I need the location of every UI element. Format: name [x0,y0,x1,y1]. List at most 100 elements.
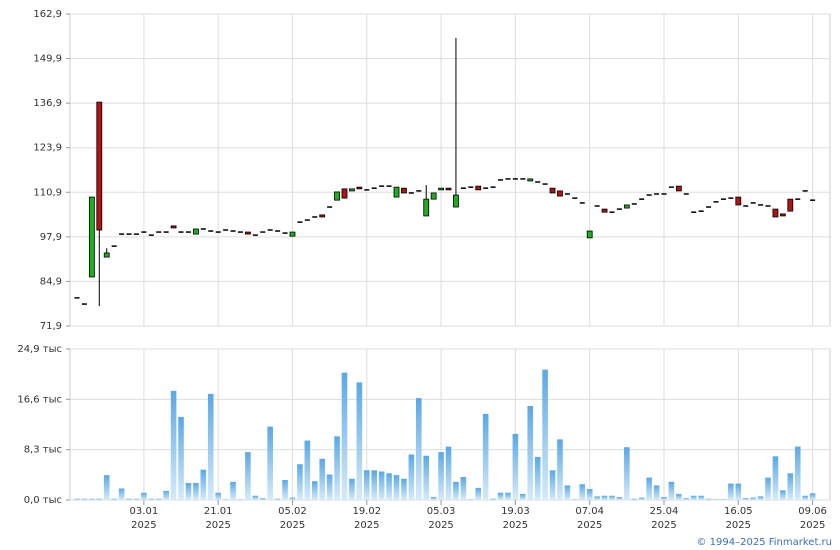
candle-body [527,178,534,182]
x-tick-label: 21.01 [204,506,233,517]
candle-body [126,233,132,235]
volume-bar [505,492,511,500]
candle-body [616,208,622,210]
candle-body [423,198,430,217]
x-tick-label: 09.06 [798,506,827,517]
candle-body [586,230,593,239]
candle-body [520,178,526,180]
candle-body [706,206,712,208]
volume-bar [497,492,504,500]
volume-bar [690,495,697,500]
candle-body [779,213,786,217]
candle-body [490,186,496,188]
candle-body [119,233,125,235]
volume-bar [378,471,385,500]
volume-bar [698,495,704,500]
volume-bar [319,458,325,500]
volume-bar [230,481,236,500]
volume-bar [163,490,169,500]
candle-body [810,199,816,201]
volume-bar [460,476,467,500]
volume-bar [624,447,630,500]
candle-body [579,202,585,204]
candle-body [675,185,682,192]
candle-body [416,190,422,192]
volume-bar [705,498,712,500]
x-tick-sublabel: 2025 [131,520,156,531]
volume-bar [676,493,682,500]
x-tick-sublabel: 2025 [651,520,676,531]
volume-bar [393,475,400,500]
candle-body [148,234,154,236]
volume-bar [237,499,244,501]
candle-body [535,181,541,183]
candle-body [88,196,95,278]
volume-bar [371,470,378,500]
y-tick-label: 110,9 [33,187,62,198]
x-tick-label: 19.03 [501,506,530,517]
volume-bar [118,488,125,500]
volume-bar [74,498,80,500]
candle-body [661,193,667,195]
volume-bar [564,485,571,500]
volume-bar [111,498,117,500]
candle-body [512,178,518,180]
volume-bar [520,493,526,500]
candle-body [483,187,489,189]
candle-body [683,193,689,195]
volume-bar [259,498,266,500]
y-tick-label: 97,9 [40,232,62,243]
candle-body [386,185,392,187]
candle-body [542,183,548,185]
y-tick-label: 149,9 [33,54,62,65]
y-tick-label: 16,6 тыс [17,394,62,405]
candle-body [438,187,444,191]
volume-bar [103,475,110,500]
volume-bar [200,469,207,500]
volume-bar [794,446,801,500]
candle-body [564,193,570,195]
volume-bar [802,495,808,500]
volume-bar [289,497,296,500]
x-tick-sublabel: 2025 [354,520,379,531]
volume-bar [193,483,199,500]
candle-body [223,229,229,231]
volume-bar [683,498,690,500]
x-tick-label: 19.02 [352,506,381,517]
candle-body [572,197,578,199]
x-tick-label: 25.04 [650,506,679,517]
candle-body [252,234,258,236]
candle-body [170,225,177,229]
candle-body [163,231,169,233]
candle-body [282,232,288,234]
candle-body [237,231,243,233]
volume-bar [475,487,482,500]
candle-body [787,198,794,212]
x-tick-label: 03.01 [130,506,159,517]
x-tick-label: 05.02 [278,506,307,517]
candle-body [156,231,162,233]
volume-bar [274,498,281,500]
x-tick-sublabel: 2025 [428,520,453,531]
candle-body [304,219,310,221]
volume-bar [356,382,363,500]
candle-body [133,233,139,235]
candle-body [646,194,652,196]
volume-bar [586,489,593,500]
candle-body [327,206,333,208]
volume-bar [155,498,162,500]
volume-bar [809,493,816,500]
volume-bar [601,495,608,500]
volume-bar [349,478,355,500]
volume-bar [215,492,221,500]
volume-bar [609,495,615,500]
volume-bar [252,495,259,500]
volume-bar [594,496,600,500]
candle-body [475,185,482,191]
volume-bar [482,413,489,500]
candle-body [468,186,474,188]
volume-bar [178,416,184,500]
candle-body [609,211,615,213]
candle-body [74,297,80,299]
candle-body [192,228,199,235]
